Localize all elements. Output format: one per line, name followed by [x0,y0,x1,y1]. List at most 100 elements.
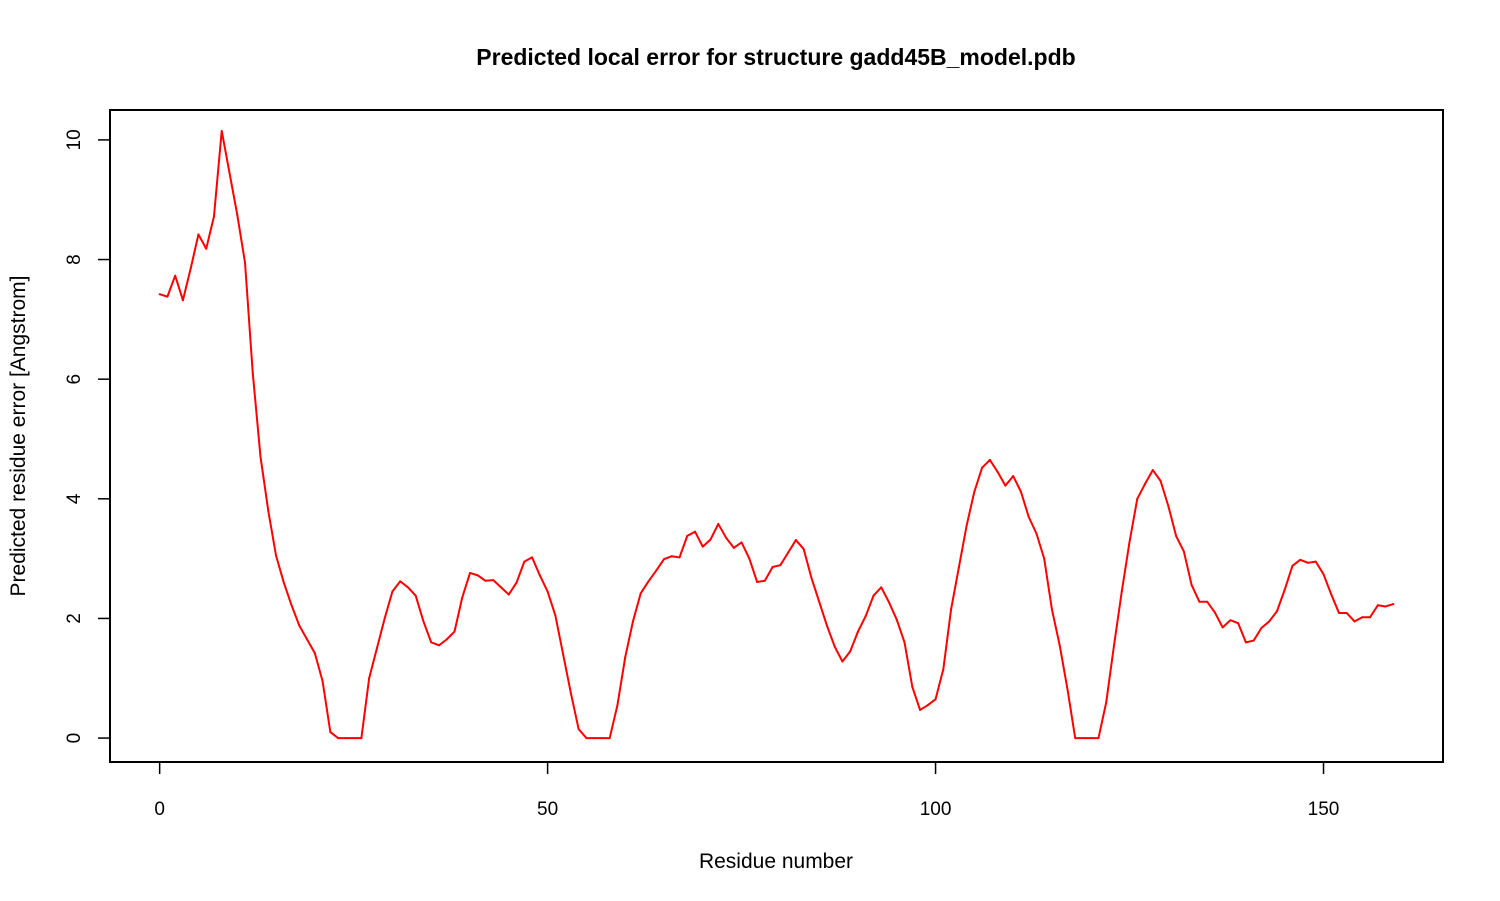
data-point [1330,593,1333,596]
data-point [756,580,759,583]
data-point [903,641,906,644]
data-point [375,647,378,650]
data-point [492,579,495,582]
data-point [1175,534,1178,537]
data-point [1105,701,1108,704]
data-point [414,594,417,597]
data-point [1081,737,1084,740]
y-tick-label: 6 [64,374,85,385]
data-point [1035,532,1038,535]
data-point [600,737,603,740]
data-point [197,233,200,236]
data-point [344,737,347,740]
data-point [1322,573,1325,576]
data-point [445,638,448,641]
data-point [818,600,821,603]
data-point [1306,561,1309,564]
data-point [538,574,541,577]
data-point [1089,737,1092,740]
data-point [1066,688,1069,691]
data-point [725,536,728,539]
data-point [1151,469,1154,472]
data-point [507,593,510,596]
data-point [181,299,184,302]
data-point [569,692,572,695]
data-point [1268,620,1271,623]
data-point [1144,482,1147,485]
data-point [717,522,720,525]
data-point [1128,540,1131,543]
series-line [159,129,1394,740]
data-point [1167,504,1170,507]
data-point [841,660,844,663]
data-point [267,509,270,512]
data-point [1074,737,1077,740]
data-point [1314,560,1317,563]
data-point [1345,612,1348,615]
data-point [1275,610,1278,613]
data-point [624,656,627,659]
data-point [422,620,425,623]
data-point [1338,612,1341,615]
plot-frame [109,109,1444,763]
data-point [957,566,960,569]
data-point [1050,608,1053,611]
data-point [399,580,402,583]
data-point [856,630,859,633]
y-axis-label: Predicted residue error [Angstrom] [7,276,30,597]
data-point [1361,616,1364,619]
data-point [1027,515,1030,518]
data-point [608,737,611,740]
data-point [763,579,766,582]
data-point [1058,644,1061,647]
data-point [577,728,580,731]
data-point [794,539,797,542]
data-point [771,566,774,568]
data-point [251,372,254,375]
data-point [748,557,751,560]
data-point [880,586,883,589]
data-point [655,569,658,572]
data-point [337,737,340,740]
data-point [864,615,867,618]
data-point [430,641,433,644]
y-tick-label: 2 [64,613,85,624]
data-point [942,668,945,671]
x-tick-label: 150 [1308,799,1340,820]
data-point [259,455,262,458]
data-point [523,560,526,563]
data-point [352,737,355,740]
data-point [585,737,588,740]
data-point [981,466,984,469]
data-point [639,592,642,595]
data-point [383,617,386,620]
data-point [158,293,161,296]
data-point [244,261,247,264]
y-tick-label: 4 [64,493,85,504]
data-point [1198,600,1201,603]
data-point [965,524,968,527]
data-point [701,545,704,548]
data-point [476,574,479,577]
data-point [282,581,285,584]
data-point [1237,622,1240,625]
data-point [220,129,223,132]
data-point [593,737,596,740]
data-point [1392,603,1395,606]
data-point [275,554,278,557]
data-point [1213,611,1216,614]
data-point [531,556,534,559]
data-point [1136,497,1139,500]
data-point [1291,564,1294,567]
data-point [810,576,813,579]
data-point [236,213,239,216]
data-point [1206,600,1209,603]
data-point [709,538,712,541]
chart-title: Predicted local error for structure gadd… [476,44,1075,70]
x-tick-label: 100 [920,799,952,820]
data-point [1369,616,1372,619]
data-point [678,556,681,559]
data-points [158,129,1395,740]
